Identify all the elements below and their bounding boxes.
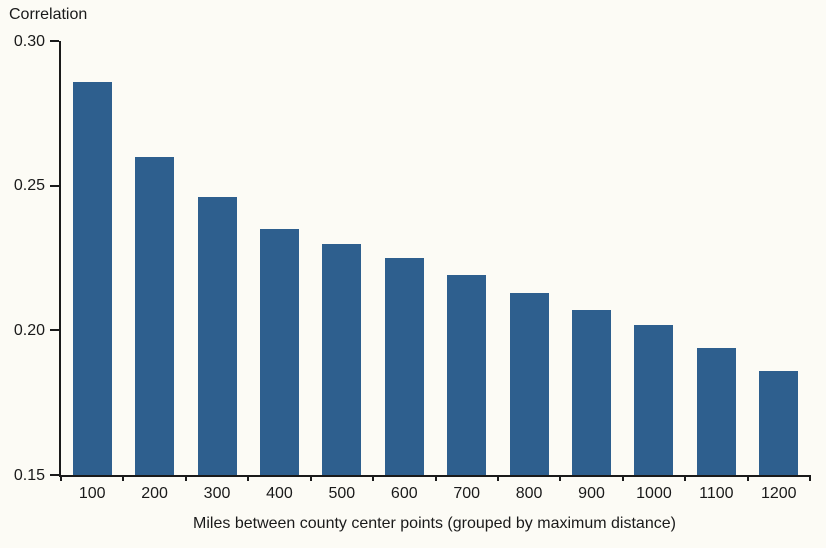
x-tick-mark <box>184 475 187 481</box>
plot-area: 100 200 300 400 500 600 700 800 900 1000 1100 1200 <box>59 41 811 502</box>
x-tick-mark <box>122 475 125 481</box>
y-tick-label: 0.20 <box>13 321 45 339</box>
bar <box>197 197 237 475</box>
x-tick-label: 100 <box>78 485 106 502</box>
y-tick-label: 0.30 <box>13 32 45 50</box>
x-tick-label: 700 <box>453 485 481 502</box>
bar <box>572 310 612 475</box>
x-tick-label: 900 <box>578 485 605 502</box>
bar <box>384 258 424 475</box>
x-tick-mark <box>372 475 375 481</box>
y-axis-title: Correlation <box>9 6 88 23</box>
bar <box>322 243 362 475</box>
bar <box>135 156 175 475</box>
x-tick-mark <box>60 475 62 481</box>
y-tick-label: 0.25 <box>13 177 45 195</box>
x-tick-mark <box>496 475 499 481</box>
bar <box>509 292 549 475</box>
x-tick-mark <box>247 475 250 481</box>
y-tick-label: 0.15 <box>13 466 45 484</box>
x-tick-label: 600 <box>390 485 418 502</box>
x-tick-label: 1100 <box>699 485 734 502</box>
x-tick-mark <box>746 475 749 481</box>
x-tick-mark <box>684 475 687 481</box>
x-tick-mark <box>309 475 312 481</box>
x-tick-label: 500 <box>328 485 356 502</box>
x-tick-label: 1000 <box>636 485 672 502</box>
x-tick-mark <box>809 475 811 481</box>
x-axis-label: Miles between county center points (grou… <box>193 515 676 532</box>
bar <box>259 229 299 475</box>
bar <box>696 347 736 475</box>
x-tick-mark <box>434 475 437 481</box>
x-tick-label: 300 <box>203 485 231 502</box>
bar <box>759 370 799 475</box>
y-tick-mark <box>50 184 59 187</box>
x-tick-label: 1200 <box>760 485 797 502</box>
x-tick-label: 800 <box>515 485 543 502</box>
bar <box>634 324 674 475</box>
x-tick-mark <box>621 475 624 481</box>
x-tick-mark <box>559 475 562 481</box>
y-tick-mark <box>50 474 59 476</box>
x-tick-label: 400 <box>266 485 293 502</box>
bar <box>72 81 112 475</box>
y-tick-mark <box>50 40 59 42</box>
x-tick-label: 200 <box>141 485 168 502</box>
bar <box>447 275 487 475</box>
y-tick-mark <box>50 329 59 332</box>
